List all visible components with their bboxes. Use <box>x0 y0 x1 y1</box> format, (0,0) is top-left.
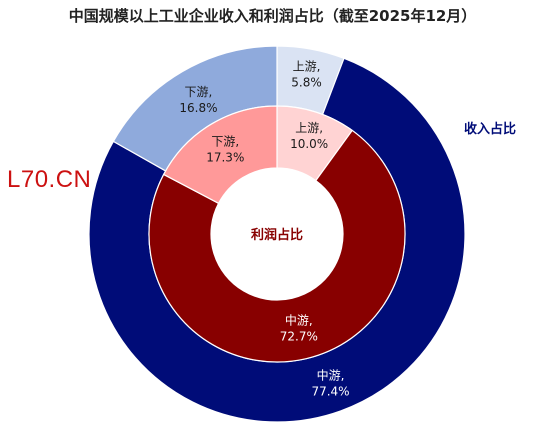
outer-ring-income <box>88 45 466 423</box>
inner-slice-1 <box>148 129 406 363</box>
chart-title: 中国规模以上工业企业收入和利润占比（截至2025年12月） <box>68 7 477 25</box>
inner-slice-2-name: 下游, <box>211 134 239 148</box>
outer-slice-2-value: 16.8% <box>179 101 217 115</box>
inner-slice-0-name: 上游, <box>295 121 323 135</box>
inner-slice-0-value: 10.0% <box>290 137 328 151</box>
outer-ring-name-label: 收入占比 <box>464 121 516 137</box>
outer-slice-1-name: 中游, <box>317 368 345 383</box>
slice-labels: 上游, 5.8% 中游, 77.4% 下游, 16.8% 上游, 10.0% 中游, 72.7% 下… <box>179 60 349 399</box>
donut-center-hole <box>211 168 343 300</box>
inner-ring-name-label: 利润占比 <box>251 227 303 243</box>
inner-slice-1-name: 中游, <box>285 312 313 327</box>
outer-slice-0-value: 5.8% <box>291 76 322 90</box>
outer-slice-2-name: 下游, <box>185 85 213 99</box>
watermark-text: L70.CN <box>7 166 92 193</box>
outer-slice-0-name: 上游, <box>293 60 321 74</box>
inner-ring-profit <box>148 105 406 363</box>
outer-slice-1-value: 77.4% <box>311 385 349 399</box>
inner-slice-1-value: 72.7% <box>280 329 318 343</box>
inner-slice-2-value: 17.3% <box>206 150 244 164</box>
